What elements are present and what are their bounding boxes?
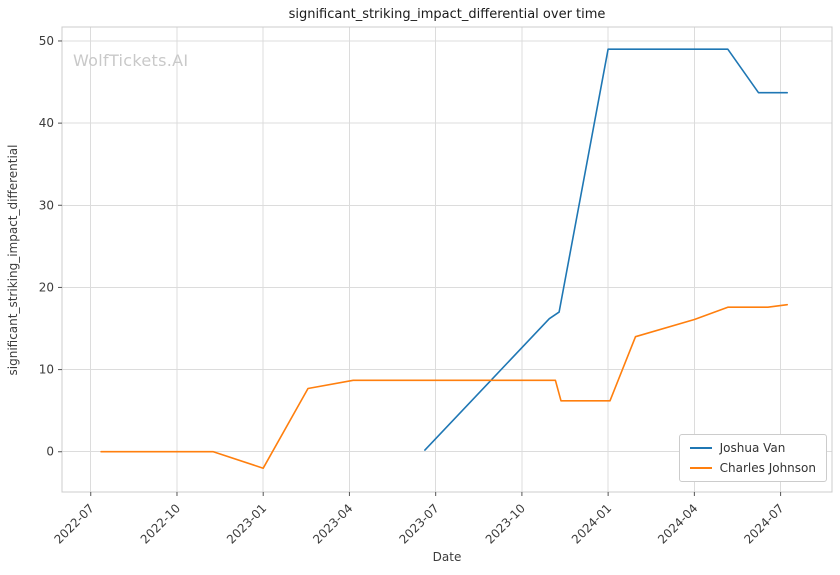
- svg-text:2024-04: 2024-04: [655, 501, 700, 546]
- svg-text:2022-07: 2022-07: [52, 501, 97, 546]
- chart-title: significant_striking_impact_differential…: [288, 7, 606, 22]
- legend-item-charles-johnson: Charles Johnson: [689, 461, 816, 475]
- legend-item-joshua-van: Joshua Van: [689, 441, 816, 455]
- svg-text:30: 30: [39, 198, 54, 212]
- y-axis-label: significant_striking_impact_differential: [6, 144, 20, 376]
- svg-text:2023-07: 2023-07: [396, 501, 441, 546]
- x-axis-label: Date: [432, 550, 462, 564]
- x-tick-labels: 2022-07 2022-10 2023-01 2023-04 2023-07 2023-…: [52, 492, 787, 547]
- svg-text:20: 20: [39, 280, 54, 294]
- legend-line-swatch-charles-johnson: [689, 467, 712, 469]
- plot-background: [62, 27, 832, 492]
- svg-text:2024-07: 2024-07: [741, 501, 786, 546]
- y-tick-labels: 0 10 20 30 40 50: [39, 34, 62, 459]
- svg-text:2022-10: 2022-10: [138, 501, 183, 546]
- legend-label: Joshua Van: [719, 441, 786, 455]
- svg-text:2023-04: 2023-04: [310, 501, 355, 546]
- svg-text:40: 40: [39, 116, 54, 130]
- watermark: WolfTickets.AI: [73, 51, 189, 70]
- legend-label: Charles Johnson: [719, 461, 816, 475]
- legend-line-swatch-joshua-van: [689, 447, 712, 449]
- svg-text:0: 0: [46, 445, 54, 459]
- series-line-joshua-van: [424, 48, 789, 451]
- svg-text:2023-10: 2023-10: [483, 501, 528, 546]
- svg-text:10: 10: [39, 363, 54, 377]
- svg-text:50: 50: [39, 34, 54, 48]
- legend: Joshua Van Charles Johnson: [678, 434, 827, 482]
- svg-text:2024-01: 2024-01: [569, 501, 614, 546]
- plot-border: [61, 26, 833, 493]
- series-line-charles-johnson: [100, 303, 789, 470]
- svg-text:2023-01: 2023-01: [224, 501, 269, 546]
